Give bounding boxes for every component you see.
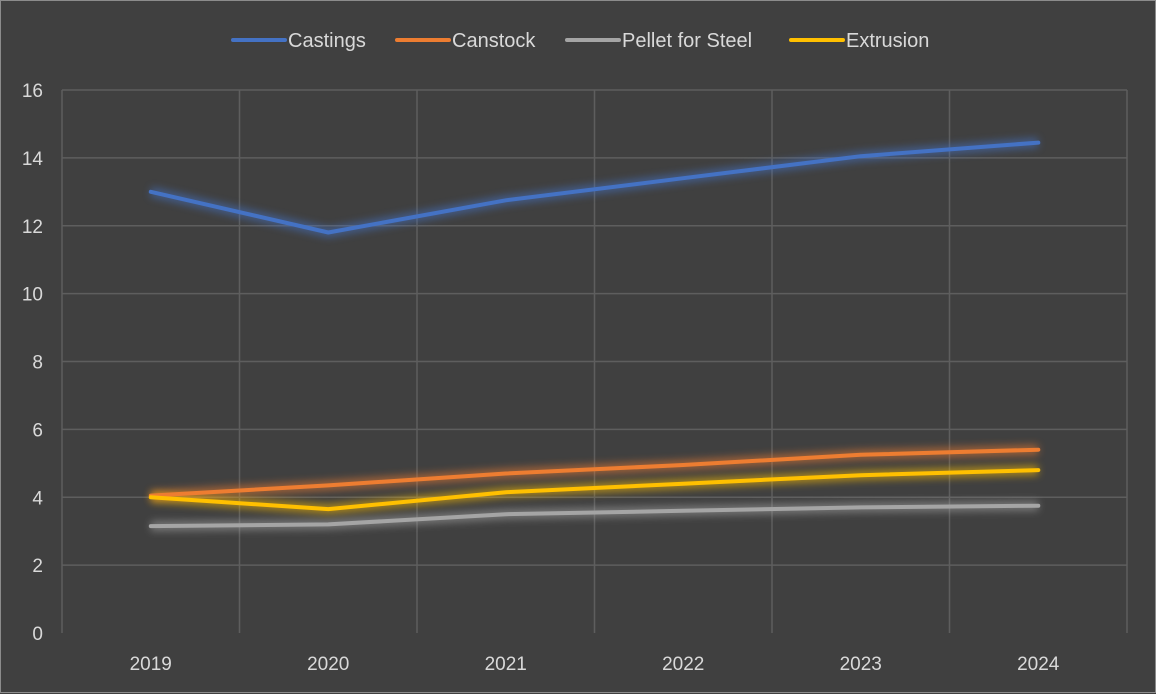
legend-item-canstock: Canstock <box>395 30 536 52</box>
y-tick-label-16: 16 <box>22 81 43 102</box>
x-tick-label-2019: 2019 <box>130 654 172 675</box>
legend: Castings Canstock Pellet for Steel Extrusio… <box>231 30 929 52</box>
y-tick-label-10: 10 <box>22 285 43 306</box>
x-tick-label-2024: 2024 <box>1017 654 1060 675</box>
x-tick-label-2023: 2023 <box>840 654 882 675</box>
series-line-pellet-for-steel <box>148 503 1041 529</box>
series-lines <box>148 140 1041 529</box>
x-axis-tick-labels: 2019 2020 2021 2022 2023 2024 <box>130 654 1060 675</box>
y-tick-label-12: 12 <box>22 217 43 238</box>
legend-label-canstock: Canstock <box>452 30 536 52</box>
y-tick-label-0: 0 <box>32 624 43 645</box>
legend-item-pellet-for-steel: Pellet for Steel <box>565 30 752 52</box>
y-axis-tick-labels: 0 2 4 6 8 10 12 14 16 <box>22 81 44 645</box>
legend-label-castings: Castings <box>288 30 366 52</box>
legend-label-extrusion: Extrusion <box>846 30 929 52</box>
y-tick-label-2: 2 <box>32 556 43 577</box>
legend-item-extrusion: Extrusion <box>789 30 929 52</box>
y-tick-label-6: 6 <box>32 420 43 441</box>
gridlines <box>61 89 1128 633</box>
legend-item-castings: Castings <box>231 30 366 52</box>
y-tick-label-4: 4 <box>32 488 43 509</box>
y-tick-label-8: 8 <box>32 353 43 374</box>
series-line-canstock <box>148 447 1041 498</box>
x-tick-label-2021: 2021 <box>485 654 527 675</box>
y-tick-label-14: 14 <box>22 149 44 170</box>
x-tick-label-2020: 2020 <box>307 654 349 675</box>
x-tick-label-2022: 2022 <box>662 654 704 675</box>
legend-label-pellet-for-steel: Pellet for Steel <box>622 30 752 52</box>
series-line-extrusion <box>148 468 1041 512</box>
series-line-castings <box>148 140 1041 235</box>
